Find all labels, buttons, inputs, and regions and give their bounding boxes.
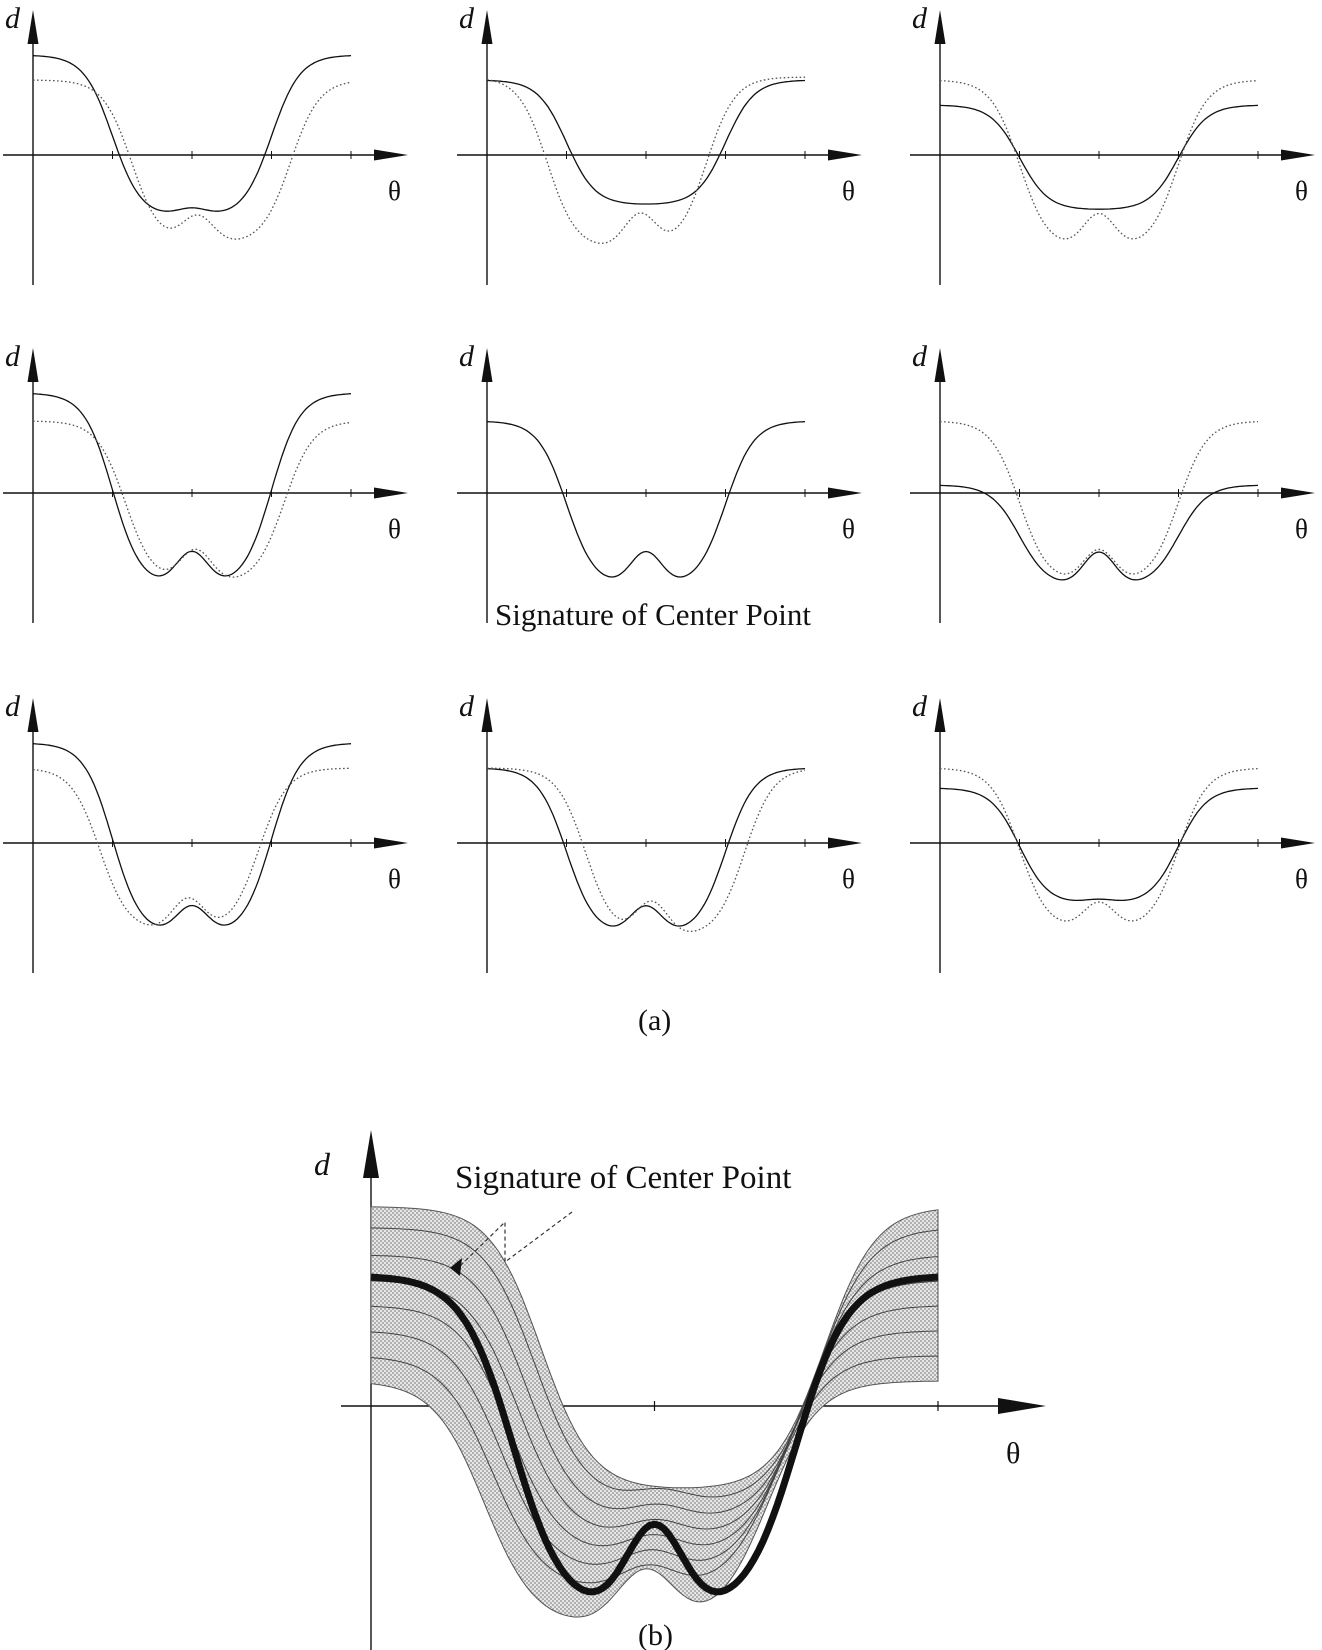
y-axis-label: d — [912, 690, 928, 723]
dotted-signature-curve — [939, 80, 1259, 240]
dotted-signature-curve — [939, 767, 1259, 922]
x-axis-label: θ — [388, 514, 401, 544]
x-axis-arrow — [374, 149, 408, 161]
x-axis-arrow — [1281, 487, 1315, 499]
x-axis-arrow — [828, 487, 862, 499]
y-axis-label: d — [459, 690, 475, 723]
member-signature-curve — [370, 1227, 939, 1498]
y-axis-label: d — [314, 1146, 331, 1182]
y-axis-label: d — [5, 690, 21, 723]
solid-signature-curve — [486, 420, 806, 578]
dotted-signature-curve — [486, 76, 805, 244]
x-axis-label: θ — [388, 176, 401, 206]
solid-signature-curve — [939, 787, 1259, 902]
center-point-label-a: Signature of Center Point — [495, 597, 811, 632]
panel-b: dθ — [314, 1130, 1046, 1650]
y-axis-label: d — [912, 2, 928, 35]
y-axis-arrow — [363, 1130, 379, 1178]
dotted-signature-curve — [939, 420, 1259, 575]
solid-signature-curve — [939, 104, 1259, 210]
y-axis-label: d — [5, 340, 21, 373]
signature-panel-r1c3: dθ — [910, 2, 1315, 285]
dotted-signature-curve — [33, 79, 352, 240]
leader-line — [457, 1211, 573, 1269]
member-signature-curve — [370, 1330, 939, 1565]
x-axis-arrow — [374, 487, 408, 499]
solid-signature-curve — [32, 743, 352, 926]
y-axis-arrow — [934, 348, 946, 382]
caption-a: (a) — [638, 1004, 671, 1037]
dotted-signature-curve — [33, 420, 352, 578]
x-axis-label: θ — [842, 176, 855, 206]
solid-signature-curve — [486, 79, 806, 205]
y-axis-label: d — [459, 2, 475, 35]
center-point-signature-curve — [370, 1273, 939, 1596]
member-signature-curve — [370, 1254, 939, 1514]
y-axis-arrow — [481, 10, 493, 44]
x-axis-arrow — [828, 837, 862, 849]
solid-signature-curve — [32, 393, 352, 577]
signature-panel-r2c2: dθ — [457, 340, 862, 623]
dotted-signature-curve — [32, 767, 351, 926]
signature-panel-r3c3: dθ — [910, 690, 1315, 973]
dotted-signature-curve — [487, 767, 806, 933]
y-axis-arrow — [27, 348, 39, 382]
signature-panel-r2c1: dθ — [3, 340, 408, 623]
y-axis-arrow — [27, 10, 39, 44]
caption-b: (b) — [638, 1619, 673, 1650]
signature-panel-r1c1: dθ — [3, 2, 408, 285]
x-axis-arrow — [374, 837, 408, 849]
x-axis-arrow — [828, 149, 862, 161]
x-axis-arrow — [998, 1398, 1046, 1414]
x-axis-label: θ — [1295, 864, 1308, 894]
y-axis-arrow — [481, 698, 493, 732]
x-axis-arrow — [1281, 149, 1315, 161]
solid-signature-curve — [32, 54, 352, 212]
y-axis-label: d — [459, 340, 475, 373]
member-signature-curve — [370, 1355, 939, 1584]
leader-pointer — [450, 1258, 462, 1276]
x-axis-label: θ — [1295, 514, 1308, 544]
signature-panel-r2c3: dθ — [910, 340, 1315, 623]
x-axis-label: θ — [1006, 1437, 1020, 1470]
signature-envelope-band — [370, 1206, 939, 1618]
y-axis-arrow — [481, 348, 493, 382]
x-axis-label: θ — [388, 864, 401, 894]
signature-panel-r1c2: dθ — [457, 2, 862, 285]
y-axis-label: d — [912, 340, 928, 373]
solid-signature-curve — [486, 767, 806, 927]
signature-panel-r3c1: dθ — [3, 690, 408, 973]
x-axis-label: θ — [1295, 176, 1308, 206]
x-axis-arrow — [1281, 837, 1315, 849]
member-signature-curve — [370, 1305, 939, 1547]
x-axis-label: θ — [842, 514, 855, 544]
y-axis-arrow — [934, 10, 946, 44]
signature-panel-r3c2: dθ — [457, 690, 862, 973]
y-axis-arrow — [27, 698, 39, 732]
x-axis-label: θ — [842, 864, 855, 894]
y-axis-label: d — [5, 2, 21, 35]
solid-signature-curve — [939, 484, 1259, 581]
y-axis-arrow — [934, 698, 946, 732]
center-point-label-b: Signature of Center Point — [455, 1160, 791, 1196]
